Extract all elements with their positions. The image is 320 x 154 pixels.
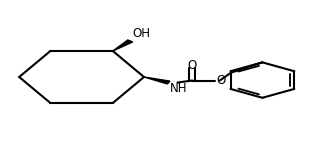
Polygon shape [144, 77, 170, 84]
Text: O: O [216, 74, 226, 87]
Text: NH: NH [170, 82, 188, 95]
Text: OH: OH [132, 27, 150, 40]
Polygon shape [113, 40, 133, 51]
Text: O: O [188, 59, 197, 72]
